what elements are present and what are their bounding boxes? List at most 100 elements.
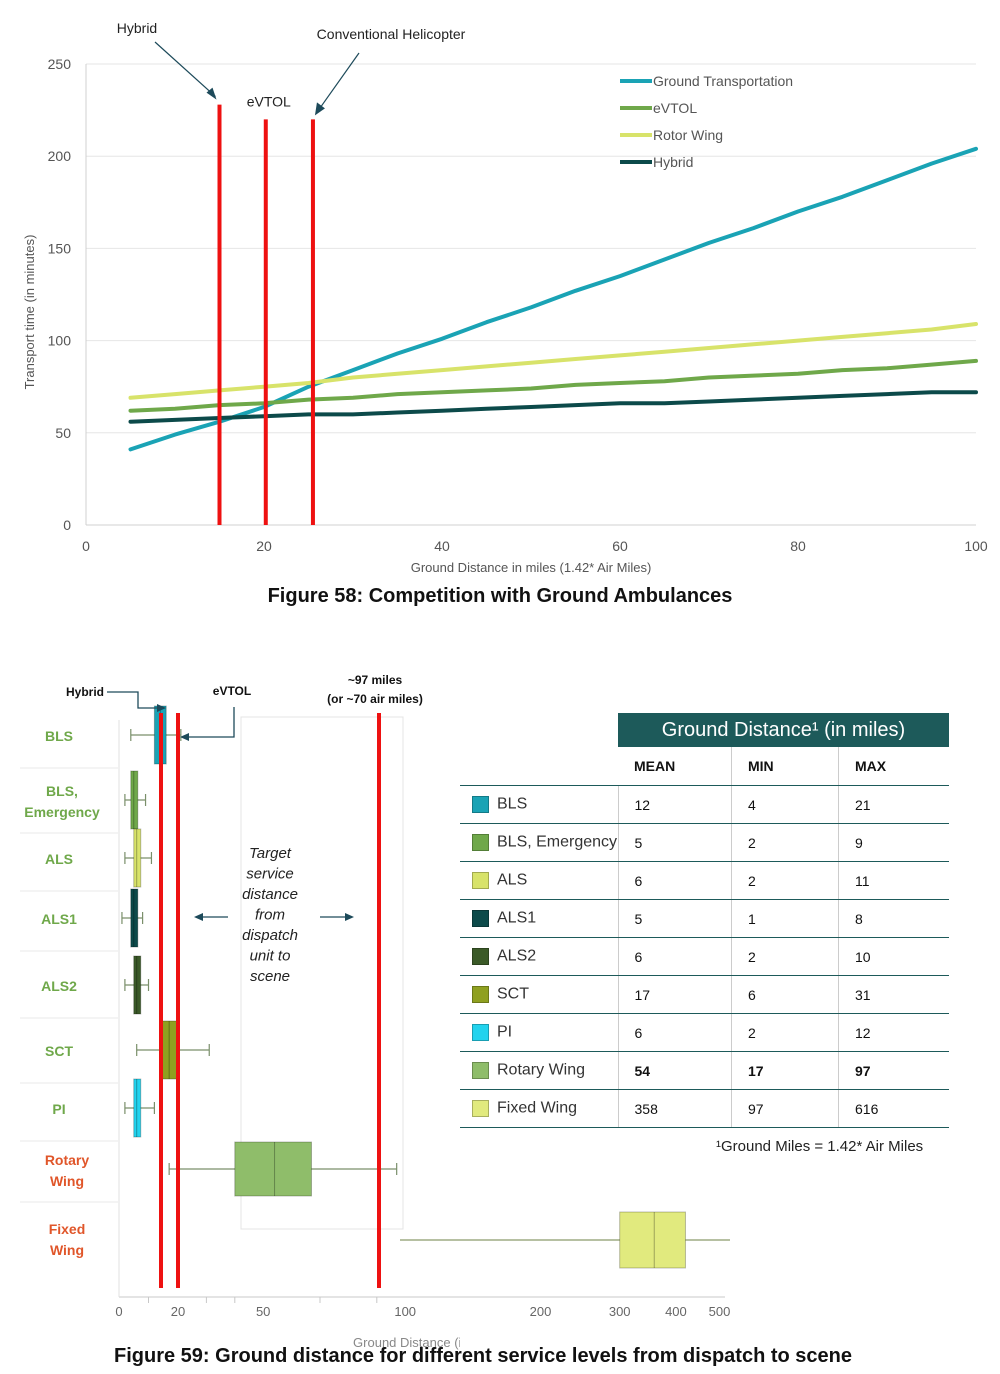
category-label-bls: BLS: [45, 728, 73, 744]
figure-59-box-chart: BLS BLS, Emergency ALS ALS1 ALS2 SCT PI Rotary Wi…: [20, 673, 460, 1350]
series-line-rotor-wing: [128, 322, 978, 400]
table-title: Ground Distance¹ (in miles): [618, 713, 949, 747]
row-label: ALS2: [497, 947, 537, 965]
table-row: SCT 17 6 31: [460, 975, 949, 1014]
legend-swatch: [472, 1062, 489, 1080]
cell-min: 2: [731, 861, 839, 900]
category-label-sct: SCT: [45, 1043, 73, 1059]
box-als: [133, 828, 142, 888]
hybrid-arrowhead: [206, 87, 217, 100]
cell-mean: 5: [618, 899, 732, 938]
cell-max: 11: [838, 861, 949, 900]
cell-max: 9: [838, 823, 949, 862]
cell-min: 17: [731, 1051, 839, 1090]
hybrid-annotation: Hybrid: [117, 20, 157, 36]
row-label-cell: ALS2: [460, 937, 619, 976]
cell-max: 10: [838, 937, 949, 976]
cell-mean: 6: [618, 937, 732, 976]
figure-59-caption: Figure 59: Ground distance for different…: [114, 1345, 852, 1367]
cell-min: 4: [731, 785, 839, 824]
x-tick-label: 0: [115, 1304, 122, 1319]
table-row: ALS1 5 1 8: [460, 899, 949, 938]
header-max: MAX: [838, 747, 949, 786]
cell-max: 31: [838, 975, 949, 1014]
cell-min: 2: [731, 823, 839, 862]
x-tick-label: 100: [964, 538, 988, 554]
cell-mean: 358: [618, 1089, 732, 1128]
legend-swatch: [472, 834, 489, 852]
category-label-rotary-wing: Rotary Wing: [45, 1152, 90, 1189]
row-label-cell: Rotary Wing: [460, 1051, 619, 1090]
header-mean: MEAN: [618, 747, 732, 786]
x-tick-label: 40: [434, 538, 450, 554]
target-arrow-left-head: [194, 913, 203, 921]
x-tick-label: 500: [709, 1304, 730, 1319]
conventional-helicopter-arrowhead: [314, 102, 325, 116]
row-label-cell: PI: [460, 1013, 619, 1052]
legend-label: Hybrid: [653, 154, 693, 170]
row-label: BLS: [497, 795, 528, 813]
legend-swatch: [472, 910, 489, 928]
hybrid-arrow: [154, 41, 216, 98]
table-row: ALS2 6 2 10: [460, 937, 949, 976]
fixed-wing-box-plot: 200 300 400 500: [400, 1211, 730, 1319]
x-tick-label: 60: [612, 538, 628, 554]
row-label-cell: BLS: [460, 785, 619, 824]
legend-swatch: [472, 986, 489, 1004]
cell-min: 6: [731, 975, 839, 1014]
legend-swatch: [472, 1024, 489, 1042]
air-miles-70-label: (or ~70 air miles): [327, 692, 423, 706]
legend-label: Rotor Wing: [653, 127, 723, 143]
header-min: MIN: [731, 747, 839, 786]
cell-min: 2: [731, 937, 839, 976]
table-row: PI 6 2 12: [460, 1013, 949, 1052]
hybrid-pointer: [107, 691, 160, 709]
evtol-label: eVTOL: [213, 684, 251, 698]
x-tick-label: 0: [82, 538, 90, 554]
category-label-als2: ALS2: [41, 978, 77, 994]
category-label-fixed-wing: Fixed Wing: [49, 1221, 86, 1258]
x-tick-label: 50: [256, 1304, 270, 1319]
box-bls-emergency: [130, 770, 139, 830]
evtol-pointer: [185, 707, 235, 738]
legend-swatch: [472, 796, 489, 814]
legend-swatch: [472, 948, 489, 966]
y-tick-label: 50: [55, 425, 71, 441]
y-tick-label: 250: [48, 56, 72, 72]
category-label-pi: PI: [52, 1101, 65, 1117]
cell-mean: 12: [618, 785, 732, 824]
fixed-wing-box: [619, 1211, 686, 1269]
row-label-cell: SCT: [460, 975, 619, 1014]
x-axis-label: Ground Distance (in miles): [353, 1335, 460, 1350]
legend-label: Ground Transportation: [653, 73, 793, 89]
legend-label: eVTOL: [653, 100, 697, 116]
cell-mean: 17: [618, 975, 732, 1014]
ground-distance-table: Ground Distance¹ (in miles) MEAN MIN MAX…: [460, 713, 949, 1128]
table-row: BLS, Emergency 5 2 9: [460, 823, 949, 862]
category-label-bls-emergency: BLS, Emergency: [24, 783, 100, 820]
row-label-cell: Fixed Wing: [460, 1089, 619, 1128]
row-label: SCT: [497, 985, 529, 1003]
cell-mean: 5: [618, 823, 732, 862]
x-tick-label: 300: [609, 1304, 631, 1319]
cell-min: 97: [731, 1089, 839, 1128]
conventional-helicopter-arrow: [316, 52, 360, 113]
category-label-als1: ALS1: [41, 911, 77, 927]
miles-97-label: ~97 miles: [348, 673, 403, 687]
target-service-distance-text: Target service distance from dispatch unit to…: [242, 845, 298, 985]
target-arrow-right-head: [345, 913, 354, 921]
x-tick-label: 400: [665, 1304, 687, 1319]
x-axis-label: Ground Distance in miles (1.42* Air Mile…: [411, 560, 652, 575]
series-line-hybrid: [128, 390, 978, 424]
box-rotary-wing: [234, 1141, 312, 1197]
y-tick-label: 100: [48, 333, 72, 349]
legend-swatch: [472, 1100, 489, 1118]
row-label: ALS: [497, 871, 528, 889]
hybrid-label: Hybrid: [66, 685, 104, 699]
row-label: PI: [497, 1023, 513, 1041]
y-tick-label: 200: [48, 148, 72, 164]
x-tick-label: 20: [171, 1304, 185, 1319]
table-footnote: ¹Ground Miles = 1.42* Air Miles: [716, 1138, 924, 1155]
row-label: BLS, Emergency: [497, 833, 618, 851]
cell-max: 97: [838, 1051, 949, 1090]
